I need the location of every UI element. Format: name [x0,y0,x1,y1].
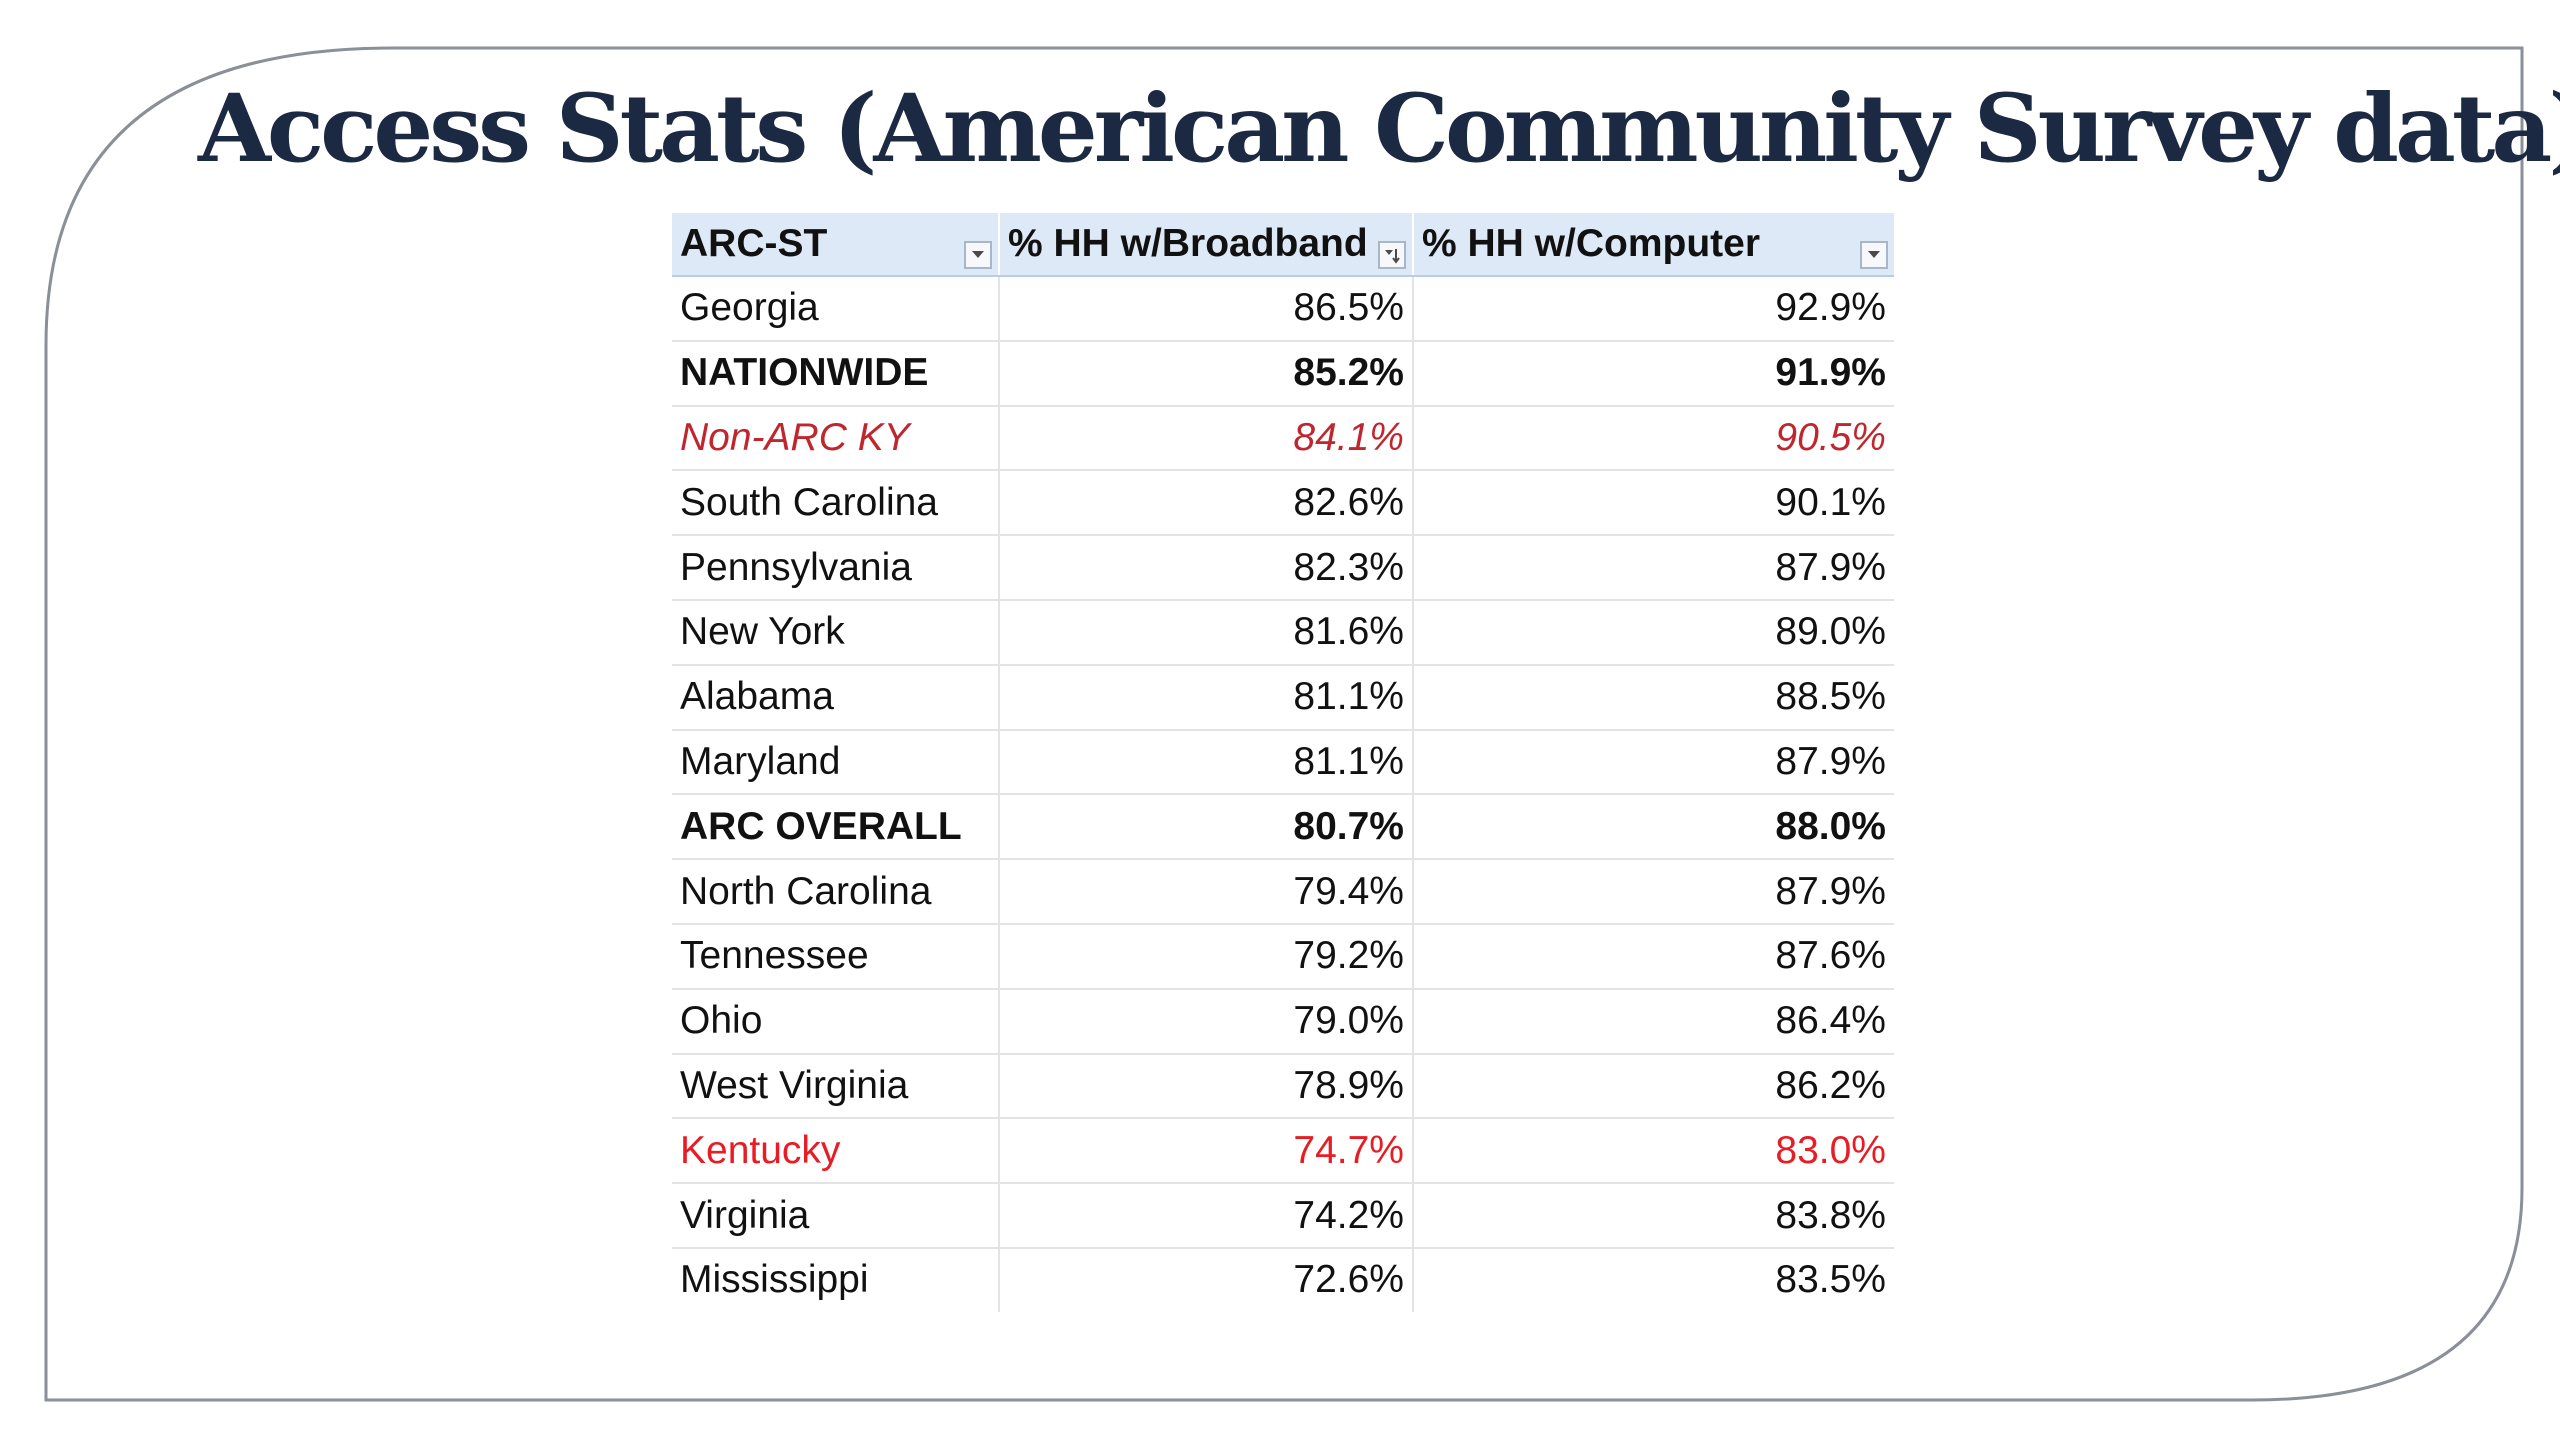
cell-broadband: 86.5% [999,276,1413,341]
column-header-label: % HH w/Computer [1422,222,1760,266]
cell-region: South Carolina [672,470,999,535]
cell-computer: 88.5% [1413,665,1894,730]
cell-broadband: 82.6% [999,470,1413,535]
cell-computer: 90.5% [1413,406,1894,471]
table-row: Mississippi 72.6% 83.5% [672,1248,1894,1312]
cell-broadband: 79.4% [999,859,1413,924]
table-row: South Carolina 82.6% 90.1% [672,470,1894,535]
cell-broadband: 78.9% [999,1054,1413,1119]
cell-broadband: 81.6% [999,600,1413,665]
cell-broadband: 85.2% [999,341,1413,406]
column-header-label: % HH w/Broadband [1008,222,1368,266]
table-row: Pennsylvania 82.3% 87.9% [672,535,1894,600]
cell-computer: 91.9% [1413,341,1894,406]
cell-broadband: 84.1% [999,406,1413,471]
table-row: Tennessee 79.2% 87.6% [672,924,1894,989]
cell-computer: 87.9% [1413,535,1894,600]
table-row: Ohio 79.0% 86.4% [672,989,1894,1054]
cell-region: North Carolina [672,859,999,924]
table-row: Kentucky 74.7% 83.0% [672,1118,1894,1183]
cell-region: West Virginia [672,1054,999,1119]
cell-computer: 90.1% [1413,470,1894,535]
cell-broadband: 79.2% [999,924,1413,989]
table-row: ARC OVERALL 80.7% 88.0% [672,794,1894,859]
cell-broadband: 72.6% [999,1248,1413,1312]
cell-region: Mississippi [672,1248,999,1312]
table-row: Non-ARC KY 84.1% 90.5% [672,406,1894,471]
cell-broadband: 79.0% [999,989,1413,1054]
column-header-region: ARC-ST [672,213,999,276]
cell-computer: 88.0% [1413,794,1894,859]
table-row: NATIONWIDE 85.2% 91.9% [672,341,1894,406]
table-row: Alabama 81.1% 88.5% [672,665,1894,730]
table-row: Virginia 74.2% 83.8% [672,1183,1894,1248]
table-row: Georgia 86.5% 92.9% [672,276,1894,341]
cell-broadband: 81.1% [999,665,1413,730]
cell-region: Georgia [672,276,999,341]
table-header-row: ARC-ST % HH w/Broadband [672,213,1894,276]
cell-computer: 87.6% [1413,924,1894,989]
cell-broadband: 81.1% [999,730,1413,795]
cell-computer: 87.9% [1413,730,1894,795]
cell-region: Kentucky [672,1118,999,1183]
cell-region: NATIONWIDE [672,341,999,406]
cell-region: Non-ARC KY [672,406,999,471]
cell-computer: 83.8% [1413,1183,1894,1248]
cell-region: Virginia [672,1183,999,1248]
column-header-broadband: % HH w/Broadband [999,213,1413,276]
table-row: West Virginia 78.9% 86.2% [672,1054,1894,1119]
access-stats-table: ARC-ST % HH w/Broadband [672,213,1894,1312]
cell-broadband: 80.7% [999,794,1413,859]
table-row: Maryland 81.1% 87.9% [672,730,1894,795]
cell-computer: 83.5% [1413,1248,1894,1312]
cell-computer: 89.0% [1413,600,1894,665]
filter-dropdown-icon[interactable] [1860,241,1888,269]
column-header-label: ARC-ST [680,222,827,266]
cell-computer: 87.9% [1413,859,1894,924]
cell-broadband: 74.2% [999,1183,1413,1248]
cell-region: ARC OVERALL [672,794,999,859]
cell-computer: 86.2% [1413,1054,1894,1119]
cell-region: Maryland [672,730,999,795]
filter-dropdown-icon[interactable] [964,241,992,269]
cell-region: Ohio [672,989,999,1054]
cell-region: New York [672,600,999,665]
table-row: New York 81.6% 89.0% [672,600,1894,665]
cell-computer: 86.4% [1413,989,1894,1054]
slide-title: Access Stats (American Community Survey … [198,78,2560,181]
cell-region: Alabama [672,665,999,730]
table-row: North Carolina 79.4% 87.9% [672,859,1894,924]
cell-broadband: 74.7% [999,1118,1413,1183]
table-body: Georgia 86.5% 92.9% NATIONWIDE 85.2% 91.9% Non… [672,276,1894,1312]
cell-computer: 92.9% [1413,276,1894,341]
column-header-computer: % HH w/Computer [1413,213,1894,276]
cell-computer: 83.0% [1413,1118,1894,1183]
cell-region: Tennessee [672,924,999,989]
sort-descending-filter-icon[interactable] [1378,241,1406,269]
stats-table-container: ARC-ST % HH w/Broadband [672,213,1894,1312]
cell-region: Pennsylvania [672,535,999,600]
cell-broadband: 82.3% [999,535,1413,600]
